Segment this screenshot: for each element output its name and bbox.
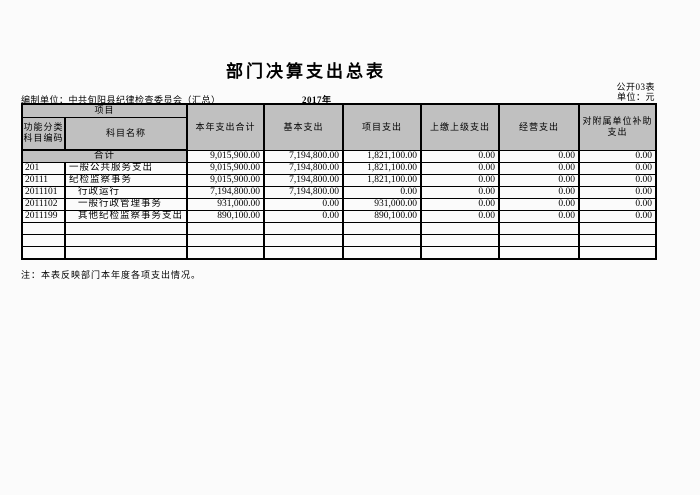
col-header-subject-name: 科目名称 <box>63 116 189 151</box>
table-row: 201 一般公共服务支出 9,015,900.00 7,194,800.00 1… <box>21 162 658 175</box>
cell-value: 0.00 <box>498 210 581 223</box>
total-value: 9,015,900.00 <box>186 149 266 163</box>
cell-value: 0.00 <box>578 198 658 211</box>
table-row: 20111 纪检监察事务 9,015,900.00 7,194,800.00 1… <box>21 174 658 187</box>
cell-value: 0.00 <box>578 162 658 175</box>
cell-function-code: 20111 <box>21 174 66 187</box>
cell-function-code: 201 <box>21 162 66 175</box>
col-header-function-code: 功能分类 科目编码 <box>21 116 66 151</box>
cell-value: 0.00 <box>578 210 658 223</box>
cell-value: 890,100.00 <box>186 210 266 223</box>
cell-value: 9,015,900.00 <box>186 162 266 175</box>
cell-subject-name: 其他纪检监察事务支出 <box>63 210 189 223</box>
header-row-group: 项目 本年支出合计 基本支出 项目支出 上缴上级支出 经营支出 对附属单位补助支… <box>20 103 658 151</box>
cell-subject-name: 行政运行 <box>63 186 189 199</box>
cell-value: 0.00 <box>420 210 501 223</box>
cell-subject-name: 一般行政管理事务 <box>63 198 189 211</box>
cell-value: 931,000.00 <box>186 198 266 211</box>
cell-value: 7,194,800.00 <box>263 186 345 199</box>
col-header-operating-expenditure: 经营支出 <box>498 103 581 151</box>
year-label: 2017年 <box>302 95 332 105</box>
empty-row <box>21 246 658 259</box>
doc-code-label: 公开03表 <box>616 82 655 92</box>
empty-row <box>21 222 658 235</box>
total-row: 合计 9,015,900.00 7,194,800.00 1,821,100.0… <box>20 149 658 163</box>
header-row-sub: 功能分类 科目编码 科目名称 <box>21 116 656 151</box>
cell-function-code: 2011101 <box>21 186 66 199</box>
cell-value: 9,015,900.00 <box>186 174 266 187</box>
total-value: 0.00 <box>420 149 501 163</box>
cell-value: 0.00 <box>498 198 581 211</box>
cell-value: 7,194,800.00 <box>263 174 345 187</box>
cell-value: 0.00 <box>263 210 345 223</box>
total-value: 7,194,800.00 <box>263 149 345 163</box>
table-row: 2011199 其他纪检监察事务支出 890,100.00 0.00 890,1… <box>21 210 658 223</box>
total-value: 1,821,100.00 <box>342 149 423 163</box>
cell-value: 0.00 <box>342 186 423 199</box>
cell-value: 0.00 <box>498 162 581 175</box>
cell-value: 0.00 <box>498 186 581 199</box>
cell-value: 0.00 <box>578 174 658 187</box>
footnote: 注：本表反映部门本年度各项支出情况。 <box>21 270 202 280</box>
col-header-subsidy-to-affiliates: 对附属单位补助支出 <box>578 103 658 151</box>
expenditure-summary-table: 项目 本年支出合计 基本支出 项目支出 上缴上级支出 经营支出 对附属单位补助支… <box>20 103 658 260</box>
cell-value: 0.00 <box>498 174 581 187</box>
cell-subject-name: 一般公共服务支出 <box>63 162 189 175</box>
total-label: 合计 <box>20 149 189 163</box>
cell-function-code: 2011199 <box>21 210 66 223</box>
col-header-basic-expenditure: 基本支出 <box>263 103 345 151</box>
prepared-by-label: 编制单位：中共旬阳县纪律检查委员会（汇总） <box>21 95 221 105</box>
cell-value: 0.00 <box>263 198 345 211</box>
cell-value: 0.00 <box>420 186 501 199</box>
col-header-upward-remittance: 上缴上级支出 <box>420 103 501 151</box>
unit-label: 单位：元 <box>616 92 655 102</box>
cell-value: 931,000.00 <box>342 198 423 211</box>
cell-value: 0.00 <box>420 174 501 187</box>
col-header-project-group: 项目 <box>20 103 189 118</box>
cell-value: 890,100.00 <box>342 210 423 223</box>
cell-value: 7,194,800.00 <box>186 186 266 199</box>
cell-value: 1,821,100.00 <box>342 162 423 175</box>
cell-value: 1,821,100.00 <box>342 174 423 187</box>
cell-value: 0.00 <box>420 162 501 175</box>
table-row: 2011102 一般行政管理事务 931,000.00 0.00 931,000… <box>21 198 658 211</box>
table-row: 2011101 行政运行 7,194,800.00 7,194,800.00 0… <box>21 186 658 199</box>
col-header-total-expenditure: 本年支出合计 <box>186 103 266 151</box>
total-value: 0.00 <box>578 149 658 163</box>
cell-value: 7,194,800.00 <box>263 162 345 175</box>
total-value: 0.00 <box>498 149 581 163</box>
col-header-project-expenditure: 项目支出 <box>342 103 423 151</box>
cell-subject-name: 纪检监察事务 <box>63 174 189 187</box>
page-title: 部门决算支出总表 <box>226 62 386 81</box>
empty-row <box>21 234 658 247</box>
cell-value: 0.00 <box>420 198 501 211</box>
cell-value: 0.00 <box>578 186 658 199</box>
cell-function-code: 2011102 <box>21 198 66 211</box>
